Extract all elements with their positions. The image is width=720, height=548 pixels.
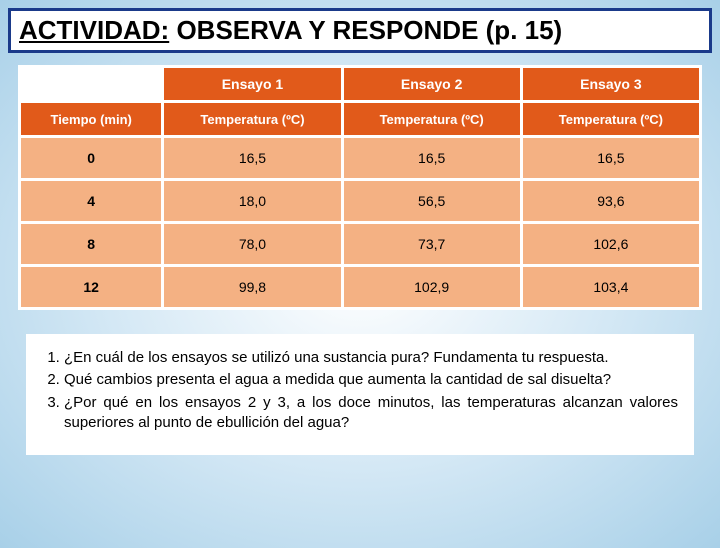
cell-value: 73,7 (344, 224, 520, 264)
cell-value: 93,6 (523, 181, 699, 221)
cell-value: 56,5 (344, 181, 520, 221)
question-item: ¿En cuál de los ensayos se utilizó una s… (64, 348, 678, 368)
header-temp-1: Temperatura (ºC) (164, 103, 340, 135)
header-ensayo-1: Ensayo 1 (164, 68, 340, 100)
title-rest: OBSERVA Y RESPONDE (p. 15) (169, 15, 562, 45)
table-header-row-2: Tiempo (min) Temperatura (ºC) Temperatur… (21, 103, 699, 135)
header-ensayo-3: Ensayo 3 (523, 68, 699, 100)
question-item: Qué cambios presenta el agua a medida qu… (64, 370, 678, 390)
header-blank (21, 68, 161, 100)
header-temp-2: Temperatura (ºC) (344, 103, 520, 135)
cell-value: 18,0 (164, 181, 340, 221)
title-underlined: ACTIVIDAD: (19, 15, 169, 45)
cell-value: 16,5 (344, 138, 520, 178)
questions-box: ¿En cuál de los ensayos se utilizó una s… (26, 334, 694, 455)
cell-value: 16,5 (164, 138, 340, 178)
header-ensayo-2: Ensayo 2 (344, 68, 520, 100)
cell-value: 78,0 (164, 224, 340, 264)
cell-time: 12 (21, 267, 161, 307)
cell-time: 8 (21, 224, 161, 264)
table-row: 8 78,0 73,7 102,6 (21, 224, 699, 264)
table-row: 4 18,0 56,5 93,6 (21, 181, 699, 221)
data-table-wrap: Ensayo 1 Ensayo 2 Ensayo 3 Tiempo (min) … (18, 65, 702, 310)
table-row: 0 16,5 16,5 16,5 (21, 138, 699, 178)
cell-time: 0 (21, 138, 161, 178)
activity-title: ACTIVIDAD: OBSERVA Y RESPONDE (p. 15) (8, 8, 712, 53)
cell-value: 102,6 (523, 224, 699, 264)
table-header-row-1: Ensayo 1 Ensayo 2 Ensayo 3 (21, 68, 699, 100)
cell-value: 99,8 (164, 267, 340, 307)
question-item: ¿Por qué en los ensayos 2 y 3, a los doc… (64, 393, 678, 434)
data-table: Ensayo 1 Ensayo 2 Ensayo 3 Tiempo (min) … (18, 65, 702, 310)
cell-time: 4 (21, 181, 161, 221)
header-tiempo: Tiempo (min) (21, 103, 161, 135)
cell-value: 102,9 (344, 267, 520, 307)
questions-list: ¿En cuál de los ensayos se utilizó una s… (42, 348, 678, 433)
cell-value: 16,5 (523, 138, 699, 178)
table-row: 12 99,8 102,9 103,4 (21, 267, 699, 307)
cell-value: 103,4 (523, 267, 699, 307)
header-temp-3: Temperatura (ºC) (523, 103, 699, 135)
